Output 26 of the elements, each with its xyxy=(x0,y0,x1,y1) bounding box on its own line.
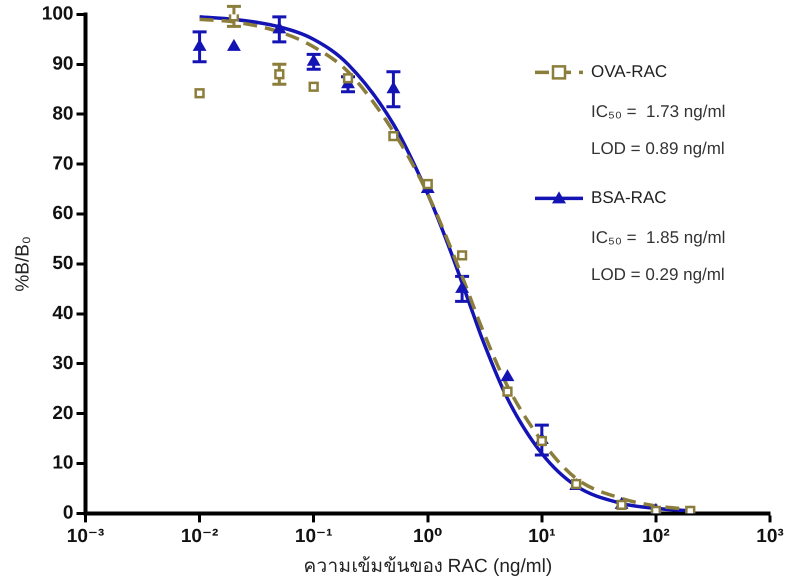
y-tick-label: 0 xyxy=(62,502,74,524)
x-tick-label: 10³ xyxy=(756,526,784,548)
x-tick-label: 10⁻³ xyxy=(66,526,104,548)
y-tick-label: 10 xyxy=(52,452,74,474)
x-tick-label: 10² xyxy=(642,526,670,548)
legend-label: BSA-RAC xyxy=(591,188,667,208)
y-tick-label: 100 xyxy=(42,4,74,25)
annotation: IC₅₀ = 1.73 ng/ml xyxy=(591,102,726,122)
y-tick-label: 60 xyxy=(52,203,74,224)
x-axis-title: ความเข้มข้นของ RAC (ng/ml) xyxy=(303,556,552,577)
y-tick-label: 80 xyxy=(52,103,74,124)
x-tick-label: 10⁻¹ xyxy=(294,526,332,548)
y-tick-label: 70 xyxy=(52,153,74,174)
y-axis-title: %B/B₀ xyxy=(12,236,34,292)
legend-label: OVA-RAC xyxy=(591,62,668,82)
y-tick-label: 20 xyxy=(52,402,74,424)
annotation: LOD = 0.29 ng/ml xyxy=(591,265,725,284)
y-tick-label: 30 xyxy=(52,352,74,374)
x-tick-label: 10⁻² xyxy=(180,526,218,548)
y-tick-label: 50 xyxy=(52,253,74,274)
x-tick-label: 10¹ xyxy=(528,526,556,548)
annotation: LOD = 0.89 ng/ml xyxy=(591,139,725,158)
y-tick-label: 40 xyxy=(52,303,74,324)
annotation: IC₅₀ = 1.85 ng/ml xyxy=(591,228,726,248)
y-tick-label: 90 xyxy=(52,54,74,75)
x-tick-label: 10⁰ xyxy=(413,526,442,548)
